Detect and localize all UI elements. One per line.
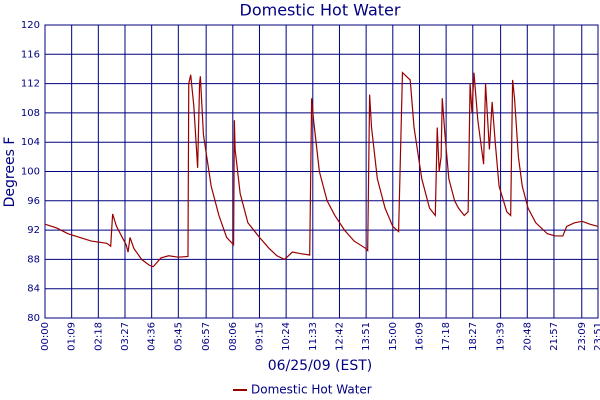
y-tick-label: 88	[27, 254, 40, 265]
x-tick-label: 18:27	[468, 322, 479, 351]
y-tick-label: 96	[27, 196, 40, 207]
x-tick-label: 00:00	[40, 322, 51, 351]
x-tick-label: 05:45	[173, 322, 184, 351]
x-tick-label: 19:39	[496, 322, 507, 351]
x-tick-label: 15:00	[388, 322, 399, 351]
x-tick-label: 17:18	[441, 322, 452, 351]
y-tick-label: 104	[21, 137, 40, 148]
x-tick-label: 23:51	[593, 322, 600, 351]
x-tick-label: 11:33	[308, 322, 319, 351]
x-tick-label: 10:24	[281, 322, 292, 351]
x-tick-label: 21:57	[549, 322, 560, 351]
x-tick-label: 12:42	[334, 322, 345, 351]
y-axis-label: Degrees F	[2, 137, 18, 208]
legend-label: Domestic Hot Water	[251, 383, 372, 397]
plot-frame	[44, 24, 599, 319]
data-line	[44, 71, 599, 268]
y-tick-label: 120	[21, 20, 40, 31]
x-axis-label: 06/25/09 (EST)	[268, 358, 373, 374]
y-tick-label: 112	[21, 79, 40, 90]
y-tick-label: 92	[27, 225, 40, 236]
x-tick-label: 02:18	[93, 322, 104, 351]
y-tick-label: 80	[27, 313, 40, 324]
x-tick-label: 03:27	[120, 322, 131, 351]
x-tick-label: 16:09	[414, 322, 425, 351]
x-tick-label: 13:51	[361, 322, 372, 351]
x-tick-label: 20:48	[522, 322, 533, 351]
x-tick-label: 04:36	[147, 322, 158, 351]
x-tick-label: 01:09	[67, 322, 78, 351]
y-tick-label: 108	[21, 108, 40, 119]
x-tick-label: 08:06	[228, 322, 239, 351]
x-tick-label: 06:57	[201, 322, 212, 351]
y-tick-label: 116	[21, 49, 40, 60]
x-tick-label: 23:09	[577, 322, 588, 351]
y-tick-label: 100	[21, 167, 40, 178]
x-tick-label: 09:15	[254, 322, 265, 351]
y-tick-label: 84	[27, 284, 40, 295]
chart-title: Domestic Hot Water	[240, 1, 401, 20]
